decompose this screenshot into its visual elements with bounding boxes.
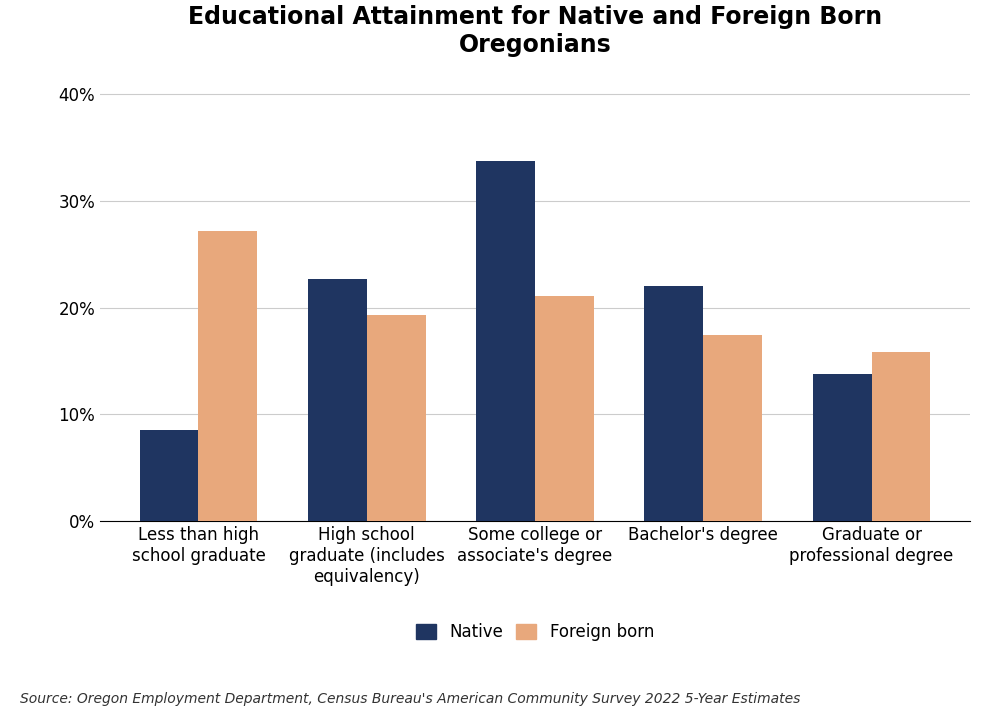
Bar — [644, 286, 703, 521]
Bar — [535, 296, 594, 521]
Text: Source: Oregon Employment Department, Census Bureau's American Community Survey : Source: Oregon Employment Department, Ce… — [20, 692, 800, 706]
Bar — [367, 315, 426, 521]
Bar — [872, 353, 930, 521]
Legend: Native, Foreign born: Native, Foreign born — [409, 616, 661, 647]
Bar — [140, 431, 198, 521]
Bar — [476, 161, 535, 521]
Title: Educational Attainment for Native and Foreign Born
Oregonians: Educational Attainment for Native and Fo… — [188, 5, 882, 56]
Bar — [308, 279, 367, 521]
Bar — [813, 374, 872, 521]
Bar — [198, 230, 257, 521]
Bar — [703, 335, 762, 521]
